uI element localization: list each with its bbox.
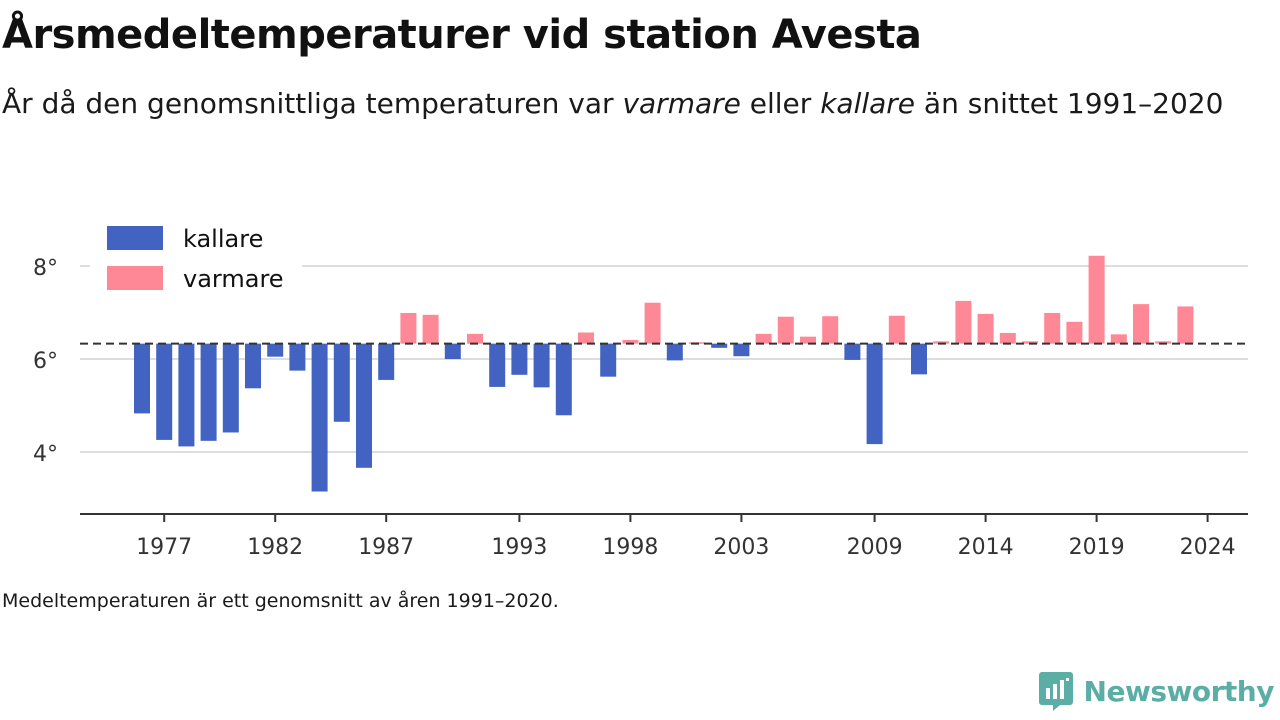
bar-1980 (222, 343, 239, 433)
subtitle-text-2: eller (740, 87, 821, 120)
bar-2021 (1133, 304, 1149, 344)
x-tick-label: 1987 (358, 535, 414, 560)
newsworthy-logo-text: Newsworthy (1083, 674, 1275, 708)
bar-2010 (888, 315, 905, 344)
bar-1993 (511, 343, 528, 375)
x-tick-label: 1993 (491, 535, 547, 560)
bar-1987 (378, 343, 395, 380)
bar-2002 (711, 343, 728, 348)
x-tick-label: 2003 (713, 535, 769, 560)
bar-2007 (822, 316, 839, 344)
bar-1984 (311, 343, 328, 492)
bar-2012 (933, 341, 950, 344)
x-tick-label: 1977 (136, 535, 192, 560)
newsworthy-logo-icon (1038, 672, 1073, 711)
chart-subtitle: År då den genomsnittliga temperaturen va… (2, 82, 1232, 125)
y-tick-label: 4° (33, 442, 58, 467)
bar-1979 (200, 343, 217, 441)
bar-1997 (600, 343, 617, 377)
x-tick-label: 1998 (602, 535, 658, 560)
bar-1991 (467, 333, 483, 344)
bar-1988 (400, 312, 417, 344)
bar-1981 (245, 343, 261, 389)
bar-2015 (999, 332, 1016, 344)
bar-1976 (134, 343, 150, 414)
bar-2006 (800, 336, 816, 344)
temperature-bar-chart: 4° 6° 8° 1977 1982 1987 1993 1998 2003 2009 2014 20… (33, 218, 1248, 560)
bar-1982 (267, 343, 284, 357)
x-tick-label: 2009 (847, 535, 903, 560)
bar-2017 (1044, 312, 1061, 344)
bar-1977 (156, 343, 173, 440)
bar-1994 (533, 343, 550, 388)
bar-1985 (333, 343, 350, 422)
legend-swatch-warmer (107, 266, 163, 290)
bar-2019 (1088, 255, 1105, 344)
legend-label-warmer: varmare (183, 265, 284, 293)
bar-1998 (622, 339, 639, 344)
legend-label-colder: kallare (183, 225, 263, 253)
newsworthy-logo[interactable]: Newsworthy (1038, 670, 1275, 712)
subtitle-text-1: År då den genomsnittliga temperaturen va… (2, 87, 623, 120)
bar-1983 (289, 343, 306, 371)
x-tick-label: 2019 (1069, 535, 1125, 560)
bar-2011 (911, 343, 927, 375)
bar-2008 (844, 343, 861, 360)
bar-2023 (1177, 306, 1194, 344)
bar-2022 (1155, 341, 1172, 344)
bar-2014 (977, 313, 994, 344)
x-tick-label: 1982 (247, 535, 303, 560)
bar-2005 (777, 316, 794, 344)
y-tick-label: 8° (33, 256, 58, 281)
x-tick-label: 2024 (1180, 535, 1236, 560)
legend-swatch-colder (107, 226, 163, 250)
bar-2004 (755, 333, 772, 344)
bar-1999 (644, 302, 661, 344)
subtitle-cold-word: kallare (820, 87, 916, 120)
bar-1996 (578, 332, 594, 344)
bar-1990 (444, 343, 461, 359)
bar-2016 (1022, 341, 1038, 344)
bar-1978 (178, 343, 195, 447)
x-tick-label: 2014 (958, 535, 1014, 560)
bar-2013 (955, 300, 972, 344)
y-tick-label: 6° (33, 349, 58, 374)
bar-2020 (1110, 334, 1127, 344)
bar-2000 (666, 343, 683, 361)
bar-2009 (866, 343, 883, 445)
bar-2018 (1066, 321, 1083, 344)
subtitle-text-3: än snittet 1991–2020 (915, 87, 1224, 120)
chart-title: Årsmedeltemperaturer vid station Avesta (2, 12, 922, 58)
bar-1989 (422, 314, 439, 344)
bar-1992 (489, 343, 506, 387)
subtitle-warm-word: varmare (622, 87, 741, 120)
bar-1995 (555, 343, 572, 416)
bar-1986 (356, 343, 372, 468)
bar-2003 (733, 343, 750, 357)
chart-footnote: Medeltemperaturen är ett genomsnitt av å… (2, 590, 559, 612)
